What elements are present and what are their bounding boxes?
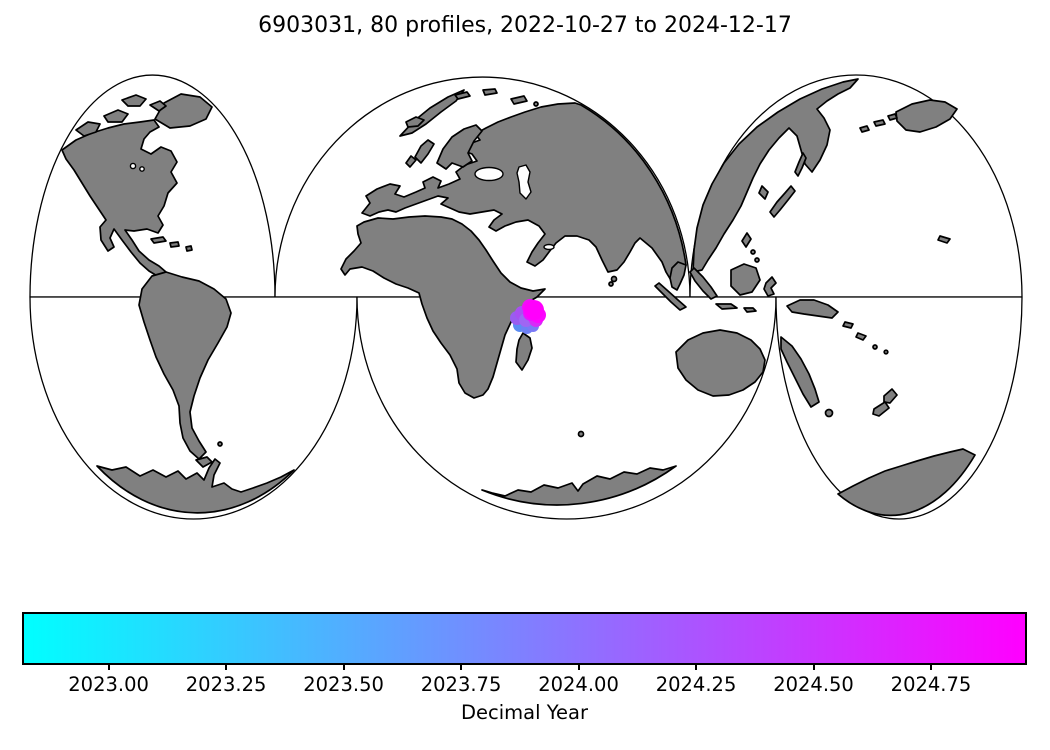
new-zealand-south	[872, 401, 890, 417]
sri-lanka	[610, 275, 618, 283]
antarctica-central	[481, 465, 677, 506]
colorbar-tick-label: 2024.00	[538, 673, 619, 696]
colorbar-tick-label: 2024.50	[773, 673, 854, 696]
antarctica-east	[837, 448, 976, 517]
lobe-south-atlantic	[29, 296, 358, 520]
world-map	[29, 74, 1023, 520]
aleutian-islands	[859, 113, 898, 133]
australia-east-sliver	[780, 336, 820, 408]
madagascar	[515, 332, 533, 371]
japan	[769, 185, 796, 218]
alaska	[895, 99, 958, 133]
caspian-sea	[516, 164, 532, 200]
continent-north-america	[61, 119, 178, 278]
southeast-asia-islands	[689, 232, 777, 313]
colorbar-tick-label: 2024.25	[655, 673, 737, 696]
australia	[675, 329, 766, 397]
malay-sumatra-east	[689, 267, 718, 300]
persian-gulf	[543, 243, 555, 251]
arctic-islands	[75, 94, 167, 137]
great-lake-1	[129, 162, 137, 170]
caribbean-islands	[150, 236, 193, 252]
great-lake-2	[139, 166, 145, 172]
borneo	[730, 263, 761, 296]
kerguelen	[577, 430, 585, 438]
inland-seas	[129, 162, 555, 251]
colorbar-tick-label: 2023.00	[68, 673, 149, 696]
great-britain	[414, 139, 435, 164]
java	[715, 303, 738, 310]
new-zealand-north	[883, 388, 898, 404]
colorbar-tick-label: 2024.75	[890, 673, 972, 696]
iceland	[405, 116, 425, 128]
seychelles	[608, 281, 614, 287]
colorbar-tick-label: 2023.25	[185, 673, 267, 696]
tasmania	[824, 408, 834, 418]
pacific-islands	[842, 321, 889, 355]
colorbar	[22, 612, 1027, 665]
antarctica-west	[96, 458, 295, 514]
continent-africa	[340, 215, 546, 399]
profile-cluster	[510, 299, 546, 334]
colorbar-label: Decimal Year	[461, 701, 588, 724]
figure-title: 6903031, 80 profiles, 2022-10-27 to 2024…	[258, 13, 792, 38]
scandinavia	[436, 124, 483, 170]
sakhalin	[794, 152, 807, 177]
colorbar-tick-label: 2023.75	[420, 673, 502, 696]
philippines	[741, 232, 752, 248]
new-guinea	[786, 299, 839, 319]
falkland-islands	[217, 441, 223, 447]
sumatra	[654, 282, 687, 311]
black-sea	[474, 166, 504, 182]
indochina-malay	[669, 261, 687, 291]
greenland	[154, 93, 213, 129]
korea	[758, 185, 769, 200]
east-asia-siberia	[692, 78, 859, 273]
continent-south-america	[138, 271, 232, 460]
projection-lobes	[29, 74, 1023, 520]
arctic-eurasia-islands	[454, 88, 539, 107]
hawaii	[937, 235, 951, 244]
profile-dot	[524, 300, 544, 320]
lesser-sunda	[743, 307, 757, 313]
ireland	[405, 155, 417, 168]
colorbar-tick-label: 2023.50	[303, 673, 384, 696]
sulawesi	[763, 276, 777, 297]
